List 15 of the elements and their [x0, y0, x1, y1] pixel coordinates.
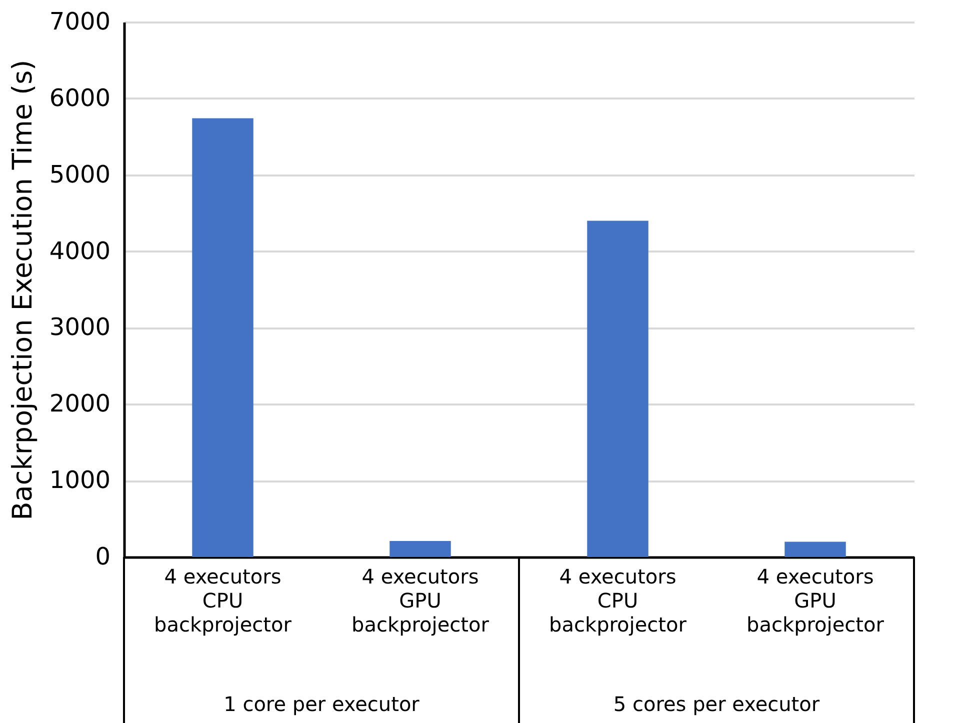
y-tick-label: 0	[95, 542, 110, 570]
y-tick-label: 7000	[49, 8, 110, 36]
y-tick-label: 2000	[49, 390, 110, 418]
y-tick-label: 4000	[49, 236, 110, 265]
x-tick-label: 4 executors GPU backprojector	[746, 564, 885, 636]
text: 5 cores per executor	[613, 692, 820, 716]
text: 1 core per executor	[224, 692, 420, 716]
y-tick-label: 3000	[49, 313, 110, 342]
x-tick-label: 4 executors GPU backprojector	[352, 564, 490, 636]
y-tick-label: 6000	[49, 84, 110, 112]
x-tick-label: 4 executors CPU backprojector	[549, 564, 688, 636]
y-tick-label: 1000	[49, 466, 110, 494]
x-tick-label: 4 executors CPU backprojector	[154, 564, 292, 636]
y-axis-title: Backrpojection Execution Time (s)	[7, 60, 38, 520]
y-tick-label: 5000	[49, 160, 110, 188]
